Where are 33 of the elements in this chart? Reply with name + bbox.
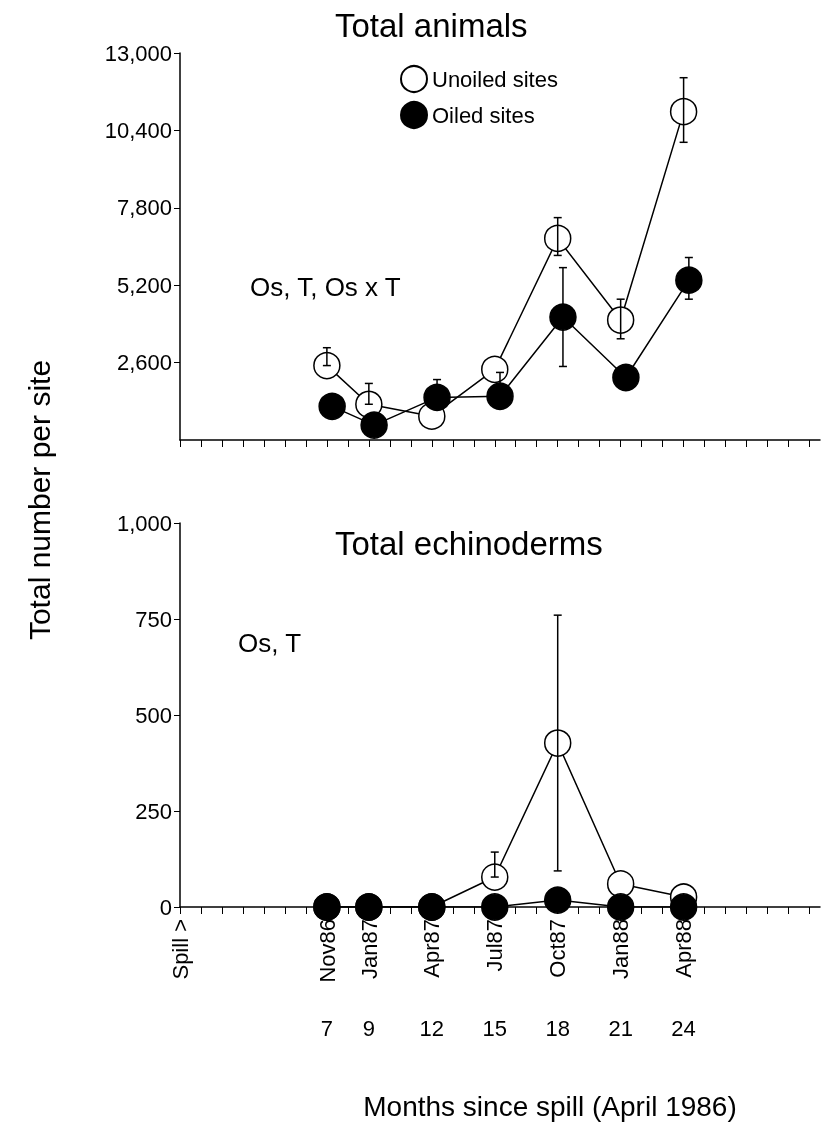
x2-tick-label: Oct87 — [545, 919, 571, 978]
x2-tick-label: Nov86 — [314, 919, 340, 983]
y-tick-label: 750 — [135, 606, 172, 632]
legend-label: Oiled sites — [432, 102, 535, 128]
y-tick-label: 250 — [135, 798, 172, 824]
x-tick-label: 18 — [545, 1015, 570, 1041]
x2-tick-label: Jan87 — [356, 919, 382, 979]
x2-tick-label: Spill > — [167, 919, 193, 980]
x-tick-label: 7 — [320, 1015, 334, 1041]
y-tick-label: 10,400 — [104, 117, 172, 143]
y-tick-label: 5,200 — [116, 272, 172, 298]
legend-label: Unoiled sites — [432, 66, 558, 92]
x2-tick-label: Jan88 — [608, 919, 634, 979]
x2-tick-label: Apr88 — [671, 919, 697, 978]
y-tick-label: 13,000 — [104, 40, 172, 66]
x-axis-title: Months since spill (April 1986) — [363, 1090, 737, 1122]
x2-tick-label: Apr87 — [418, 919, 444, 978]
y-tick-label: 7,800 — [116, 195, 172, 221]
x-tick-label: 12 — [419, 1015, 445, 1041]
annotation: Os, T — [238, 628, 302, 658]
y-tick-label: 2,600 — [116, 350, 172, 376]
annotation: Os, T, Os x T — [250, 272, 401, 302]
x2-tick-label: Jul87 — [481, 919, 507, 972]
y-tick-label: 500 — [135, 702, 172, 728]
x-tick-label: 24 — [671, 1015, 696, 1041]
chart-title: Total animals — [335, 7, 528, 44]
x-tick-label: 21 — [608, 1015, 633, 1041]
x-tick-label: 15 — [482, 1015, 507, 1041]
y-tick-label: 0 — [159, 894, 172, 920]
x-tick-label: 9 — [362, 1015, 375, 1041]
y-tick-label: 1,000 — [116, 510, 172, 536]
chart-title: Total echinoderms — [335, 525, 603, 562]
y-axis-title: Total number per site — [23, 359, 57, 641]
